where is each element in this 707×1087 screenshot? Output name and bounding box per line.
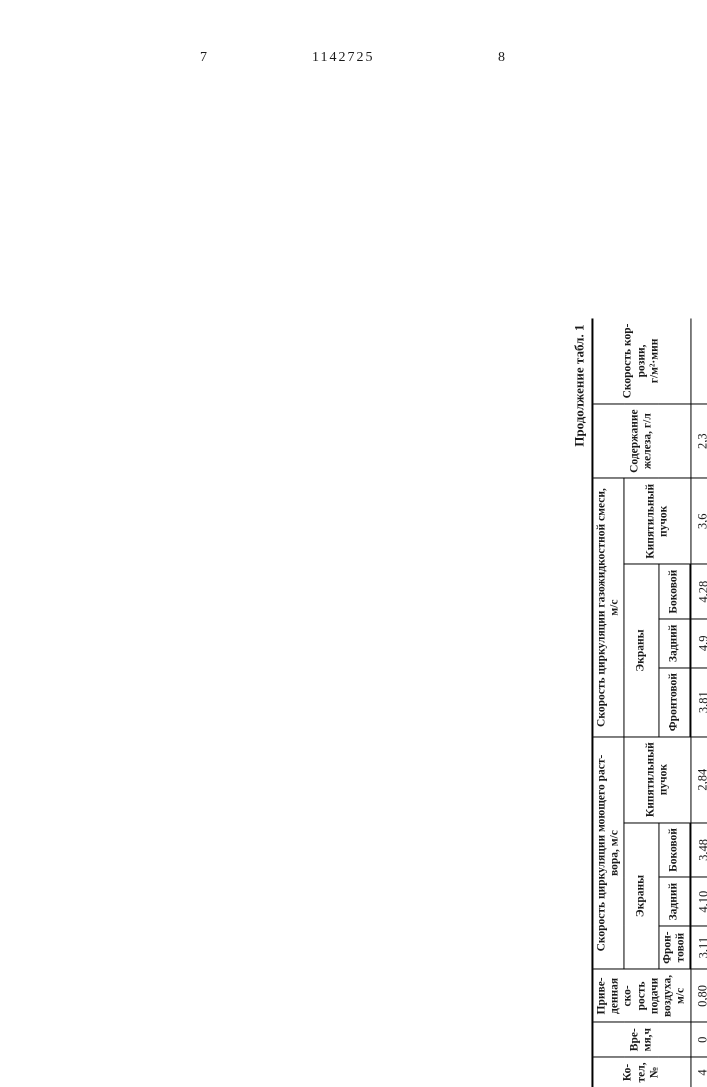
header-side-1: Боковой	[659, 823, 691, 878]
table-body: 400,803,114,103,482,843,814,94,283,62,30…	[690, 319, 707, 1087]
cell-b3: 4,28	[690, 564, 707, 619]
cell-a3: 3,48	[690, 823, 707, 878]
header-kipyat-1: Кипятильныйпучок	[624, 737, 690, 823]
header-vremya: Вре-мя,ч	[592, 1022, 690, 1056]
header-ekrany-1: Экраны	[624, 823, 658, 970]
table-header: Ко-тел,№ Вре-мя,ч Приве-деннаяско-ростьп…	[592, 319, 690, 1087]
header-ekrany-2: Экраны	[624, 564, 658, 736]
cell-t: 0	[690, 1022, 707, 1056]
cell-kor	[690, 319, 707, 404]
header-kipyat-2: Кипятильныйпучок	[624, 478, 690, 564]
header-front-1: Фрон-товой	[659, 926, 691, 969]
table-wrapper: Продолжение табл. 1 Ко-тел,№ Вре-мя,ч Пр…	[571, 319, 707, 1087]
cell-a4: 2,84	[690, 737, 707, 823]
cell-a2: 4,10	[690, 877, 707, 926]
cell-v: 0,80	[690, 969, 707, 1022]
cell-a1: 3,11	[690, 926, 707, 969]
header-rear-2: Задний	[659, 619, 691, 668]
header-rear-1: Задний	[659, 877, 691, 926]
header-side-2: Боковой	[659, 564, 691, 619]
cell-b1: 3,81	[690, 668, 707, 737]
cell-fe: 2,3	[690, 404, 707, 479]
cell-kotel: 4	[690, 1057, 707, 1087]
header-privedennaya: Приве-деннаяско-ростьподачивоздуха,м/с	[592, 969, 690, 1022]
page-container: 7 1142725 8 Продолжение табл. 1 Ко-тел,№…	[0, 0, 707, 1000]
table-row: 400,803,114,103,482,843,814,94,283,62,3	[690, 319, 707, 1087]
header-group-wash: Скорость циркуляции моющего раст-вора, м…	[592, 737, 624, 970]
page-num-left: 7	[200, 50, 207, 66]
cell-b4: 3,6	[690, 478, 707, 564]
header-group-gas: Скорость циркуляции газожидкостной смеси…	[592, 478, 624, 736]
header-front-2: Фронтовой	[659, 668, 691, 737]
header-fe: Содержаниежелеза, г/л	[592, 404, 690, 479]
cell-b2: 4,9	[690, 619, 707, 668]
header-kotel: Ко-тел,№	[592, 1057, 690, 1087]
header-corrosion: Скорость кор-розии,г/м²·мин	[592, 319, 690, 404]
page-num-right: 8	[498, 50, 505, 66]
table-caption: Продолжение табл. 1	[571, 319, 587, 1087]
data-table: Ко-тел,№ Вре-мя,ч Приве-деннаяско-ростьп…	[591, 319, 707, 1087]
document-number: 1142725	[312, 50, 374, 66]
